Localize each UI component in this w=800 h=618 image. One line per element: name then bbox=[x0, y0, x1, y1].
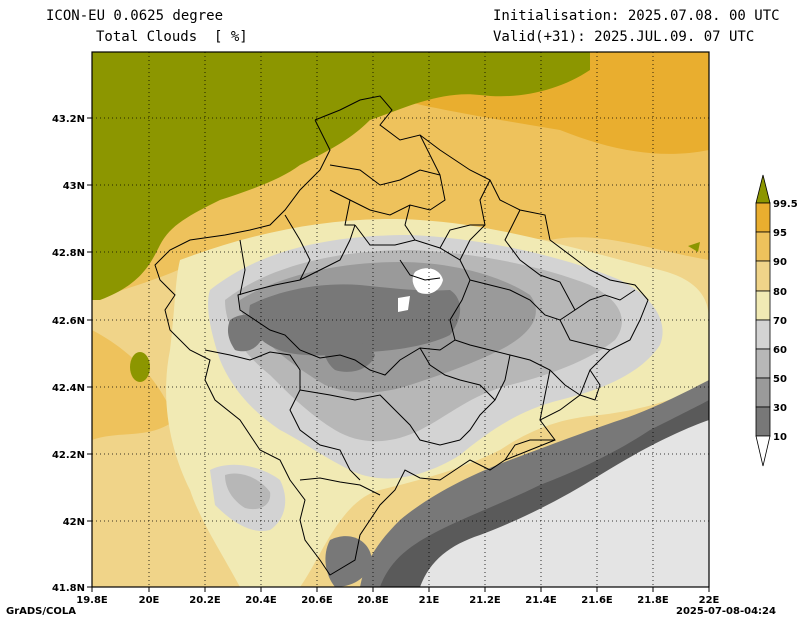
legend-labels: 99.5 95 90 80 70 60 50 30 10 bbox=[773, 199, 798, 443]
lat-lon-grid bbox=[92, 52, 709, 587]
y-tick-label: 42.8N bbox=[52, 248, 85, 259]
legend-label: 90 bbox=[773, 257, 787, 268]
color-legend bbox=[755, 174, 771, 467]
legend-swatch bbox=[755, 202, 771, 233]
legend-swatch bbox=[755, 406, 771, 437]
x-tick-label: 20.4E bbox=[245, 595, 277, 606]
legend-swatch bbox=[755, 290, 771, 321]
x-tick-label: 22E bbox=[699, 595, 720, 606]
x-tick-label: 21E bbox=[419, 595, 440, 606]
x-tick-label: 21.2E bbox=[469, 595, 501, 606]
y-tick-label: 42.4N bbox=[52, 383, 85, 394]
y-tick-label: 42.2N bbox=[52, 450, 85, 461]
render-timestamp: 2025-07-08-04:24 bbox=[676, 606, 776, 617]
y-tick-label: 42.6N bbox=[52, 316, 85, 327]
legend-label: 99.5 bbox=[773, 199, 798, 210]
legend-swatch bbox=[755, 231, 771, 262]
x-tick-label: 21.8E bbox=[637, 595, 669, 606]
cloud-cover-field bbox=[92, 52, 709, 587]
y-tick-label: 43.2N bbox=[52, 114, 85, 125]
region-borders bbox=[154, 95, 649, 576]
x-tick-label: 20.2E bbox=[189, 595, 221, 606]
x-tick-label: 21.6E bbox=[581, 595, 613, 606]
legend-arrow-top bbox=[755, 174, 771, 204]
legend-arrow-bottom bbox=[755, 435, 771, 467]
init-time: Initialisation: 2025.07.08. 00 UTC bbox=[493, 8, 780, 24]
legend-label: 95 bbox=[773, 228, 787, 239]
x-tick-label: 19.8E bbox=[76, 595, 108, 606]
y-tick-label: 41.8N bbox=[52, 583, 85, 594]
x-tick-label: 20.6E bbox=[301, 595, 333, 606]
legend-swatch bbox=[755, 348, 771, 379]
y-tick-label: 42N bbox=[63, 517, 85, 528]
x-axis-labels: 19.8E 20E 20.2E 20.4E 20.6E 20.8E 21E 21… bbox=[76, 595, 719, 606]
y-tick-label: 43N bbox=[63, 181, 85, 192]
grads-credit: GrADS/COLA bbox=[6, 606, 76, 617]
y-axis-labels: 43.2N 43N 42.8N 42.6N 42.4N 42.2N 42N 41… bbox=[52, 114, 85, 594]
model-title: ICON-EU 0.0625 degree bbox=[46, 8, 224, 24]
legend-label: 10 bbox=[773, 432, 787, 443]
legend-swatch bbox=[755, 260, 771, 292]
legend-label: 50 bbox=[773, 374, 787, 385]
legend-label: 80 bbox=[773, 287, 787, 298]
valid-time: Valid(+31): 2025.JUL.09. 07 UTC bbox=[493, 29, 755, 45]
tick-marks bbox=[87, 117, 710, 592]
x-tick-label: 20E bbox=[139, 595, 160, 606]
legend-swatch bbox=[755, 319, 771, 350]
x-tick-label: 21.4E bbox=[525, 595, 557, 606]
legend-label: 70 bbox=[773, 316, 787, 327]
legend-swatch bbox=[755, 377, 771, 408]
legend-label: 30 bbox=[773, 403, 787, 414]
field-title: Total Clouds [ %] bbox=[96, 29, 248, 45]
legend-label: 60 bbox=[773, 345, 787, 356]
x-tick-label: 20.8E bbox=[357, 595, 389, 606]
